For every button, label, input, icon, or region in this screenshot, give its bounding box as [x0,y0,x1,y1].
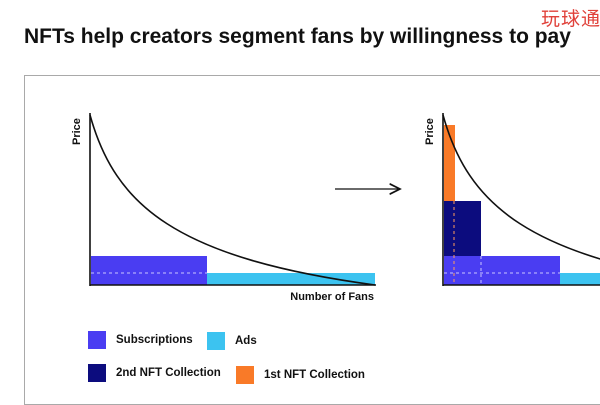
y-axis-label: Price [424,118,436,145]
y-axis-label: Price [71,118,83,145]
legend-label-ads: Ads [235,335,257,347]
legend-swatch-nft2 [88,364,106,382]
subscriptions-area [444,256,560,285]
legend-item-nft1: 1st NFT Collection [236,366,365,384]
left-chart: Price Number of Fans [71,113,376,303]
ads-area [560,273,600,285]
legend-item-nft2: 2nd NFT Collection [88,364,221,382]
legend-label-subscriptions: Subscriptions [116,334,193,346]
legend-swatch-subscriptions [88,331,106,349]
subscriptions-area [91,256,207,285]
x-axis-label: Number of Fans [290,291,374,303]
legend-label-nft2: 2nd NFT Collection [116,367,221,379]
legend-label-nft1: 1st NFT Collection [264,369,365,381]
legend-item-ads: Ads [207,332,257,350]
watermark: 玩球通 [541,8,600,30]
legend-swatch-nft1 [236,366,254,384]
ads-area [207,273,375,285]
legend-item-subscriptions: Subscriptions [88,331,193,349]
right-chart: Price [424,113,600,286]
demand-curve [442,114,600,260]
demand-curve [89,114,376,286]
diagram-panel [24,75,600,405]
page-title: NFTs help creators segment fans by willi… [24,25,571,48]
nft1-area [444,125,455,201]
nft2-area [444,201,481,256]
legend-swatch-ads [207,332,225,350]
